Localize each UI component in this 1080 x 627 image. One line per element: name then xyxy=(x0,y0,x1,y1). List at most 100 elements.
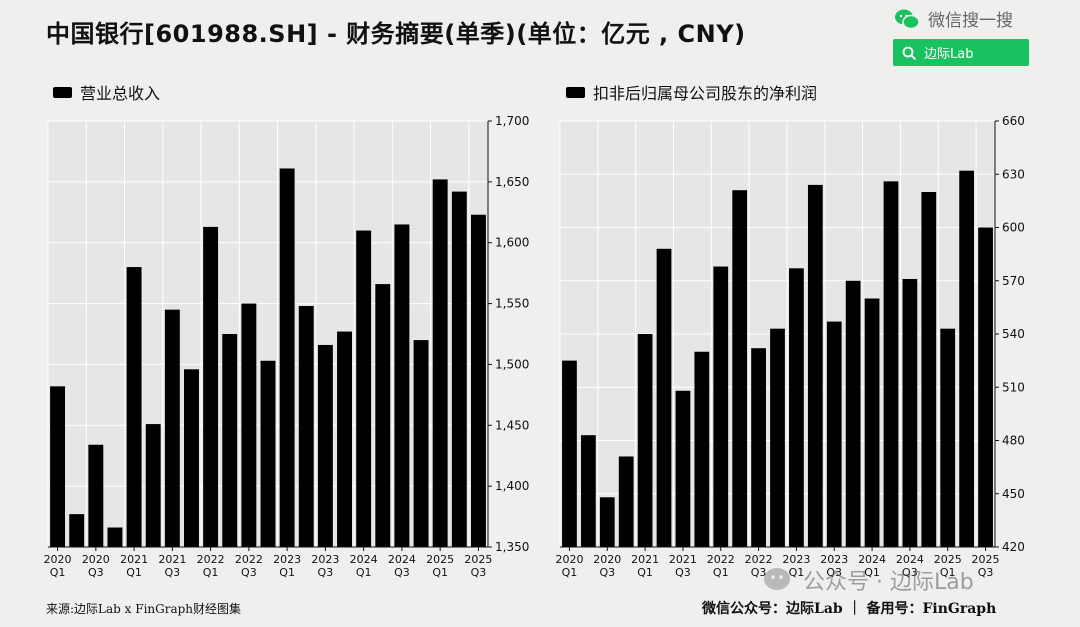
wechat-search-text: 微信搜一搜 xyxy=(928,11,1013,31)
x-tick-label-quarter: Q1 xyxy=(789,566,805,579)
x-tick-label-quarter: Q1 xyxy=(713,566,729,579)
x-tick-label-quarter: Q3 xyxy=(241,566,257,579)
y-tick-label: 1,500 xyxy=(495,357,529,371)
x-tick-label-quarter: Q1 xyxy=(203,566,219,579)
y-tick-label: 570 xyxy=(1002,274,1025,288)
x-tick-label-year: 2025 xyxy=(934,553,962,566)
x-tick-label-year: 2025 xyxy=(426,553,454,566)
bar xyxy=(637,334,653,547)
bar xyxy=(770,328,785,547)
bar xyxy=(921,192,937,547)
bar xyxy=(241,303,257,547)
account-note: 微信公众号：边际Lab ｜ 备用号：FinGraph xyxy=(702,601,997,617)
x-tick-label-quarter: Q3 xyxy=(318,566,334,579)
wechat-search-label[interactable]: 微信搜一搜 xyxy=(894,6,1034,31)
x-tick-label-quarter: Q3 xyxy=(471,566,487,579)
y-tick-label: 1,350 xyxy=(495,540,529,554)
y-tick-label: 1,650 xyxy=(495,175,529,189)
x-tick-label-quarter: Q3 xyxy=(165,566,181,579)
search-icon xyxy=(902,46,916,60)
revenue-chart-svg: 1,350 1,400 1,450 1,500 1,550 1,600 1,650 1,700… xyxy=(44,114,530,579)
y-tick-label: 540 xyxy=(1002,327,1025,341)
y-tick-label: 480 xyxy=(1002,434,1025,448)
bar xyxy=(222,334,238,547)
bar xyxy=(656,248,672,548)
bar xyxy=(562,360,577,547)
y-tick-label: 510 xyxy=(1002,380,1025,394)
bar xyxy=(451,191,467,547)
bar xyxy=(978,227,993,547)
search-query: 边际Lab xyxy=(924,47,974,62)
legend-net-profit: 扣非后归属母公司股东的净利润 xyxy=(566,80,817,104)
wechat-official-icon xyxy=(764,568,790,590)
bar xyxy=(413,340,429,547)
wechat-icon xyxy=(895,9,920,29)
y-tick-label: 1,450 xyxy=(495,418,529,432)
x-tick-label-year: 2021 xyxy=(669,553,697,566)
x-tick-label-quarter: Q3 xyxy=(88,566,104,579)
bar xyxy=(356,230,372,547)
bar xyxy=(298,306,314,547)
y-tick-label: 1,600 xyxy=(495,236,529,250)
bar xyxy=(883,181,899,547)
bar xyxy=(260,360,276,547)
x-tick-label-year: 2020 xyxy=(82,553,110,566)
x-tick-label-year: 2022 xyxy=(235,553,263,566)
search-button[interactable]: 边际Lab xyxy=(893,39,1029,66)
y-tick-label: 630 xyxy=(1002,167,1025,181)
x-tick-label-year: 2020 xyxy=(44,553,72,566)
x-tick-label-year: 2023 xyxy=(311,553,339,566)
bar xyxy=(107,527,123,547)
bar xyxy=(826,321,842,547)
x-tick-label-year: 2022 xyxy=(197,553,225,566)
watermark-text: 公众号 · 边际Lab xyxy=(803,570,974,595)
bar xyxy=(184,369,199,547)
x-tick-label-year: 2022 xyxy=(707,553,735,566)
x-tick-label-quarter: Q3 xyxy=(751,566,767,579)
x-tick-label-quarter: Q3 xyxy=(599,566,615,579)
bar xyxy=(751,348,766,547)
x-tick-label-year: 2021 xyxy=(120,553,148,566)
x-tick-label-year: 2021 xyxy=(631,553,659,566)
legend-swatch xyxy=(53,86,72,98)
y-tick-label: 420 xyxy=(1002,540,1025,554)
bar xyxy=(713,266,729,547)
x-tick-label-year: 2022 xyxy=(745,553,773,566)
x-tick-label-quarter: Q1 xyxy=(279,566,295,579)
bar xyxy=(69,514,85,547)
x-tick-label-year: 2024 xyxy=(388,553,416,566)
net-profit-chart: 420 450 480 510 540 570 600 630 660 2020 Q1 2020 Q3 2… xyxy=(540,105,1080,585)
bar xyxy=(675,390,691,547)
bar xyxy=(164,309,180,547)
y-tick-label: 1,700 xyxy=(495,114,529,128)
x-tick-label-quarter: Q1 xyxy=(562,566,578,579)
x-tick-label-year: 2025 xyxy=(464,553,492,566)
y-tick-label: 660 xyxy=(1002,114,1025,128)
bar xyxy=(50,386,66,547)
x-tick-label-quarter: Q3 xyxy=(902,566,918,579)
legend-label: 扣非后归属母公司股东的净利润 xyxy=(593,84,818,103)
x-tick-label-quarter: Q3 xyxy=(394,566,410,579)
x-tick-label-quarter: Q1 xyxy=(432,566,448,579)
x-tick-label-quarter: Q1 xyxy=(637,566,653,579)
bar xyxy=(203,226,219,547)
bar xyxy=(940,328,956,547)
x-tick-label-year: 2023 xyxy=(820,553,848,566)
y-tick-label: 1,550 xyxy=(495,297,529,311)
x-tick-label-quarter: Q3 xyxy=(978,566,994,579)
x-tick-label-year: 2025 xyxy=(972,553,1000,566)
bar xyxy=(470,214,486,547)
y-tick-label: 600 xyxy=(1002,221,1025,235)
bar xyxy=(145,424,161,547)
bar xyxy=(432,179,448,547)
bar xyxy=(789,268,804,547)
bar xyxy=(902,278,918,547)
bar xyxy=(694,351,710,547)
bar xyxy=(279,168,295,547)
x-tick-label-year: 2023 xyxy=(782,553,810,566)
legend-swatch xyxy=(566,86,585,98)
x-tick-label-year: 2021 xyxy=(158,553,186,566)
x-tick-label-quarter: Q3 xyxy=(675,566,691,579)
x-tick-label-year: 2020 xyxy=(593,553,621,566)
legend-revenue: 营业总收入 xyxy=(53,80,160,104)
